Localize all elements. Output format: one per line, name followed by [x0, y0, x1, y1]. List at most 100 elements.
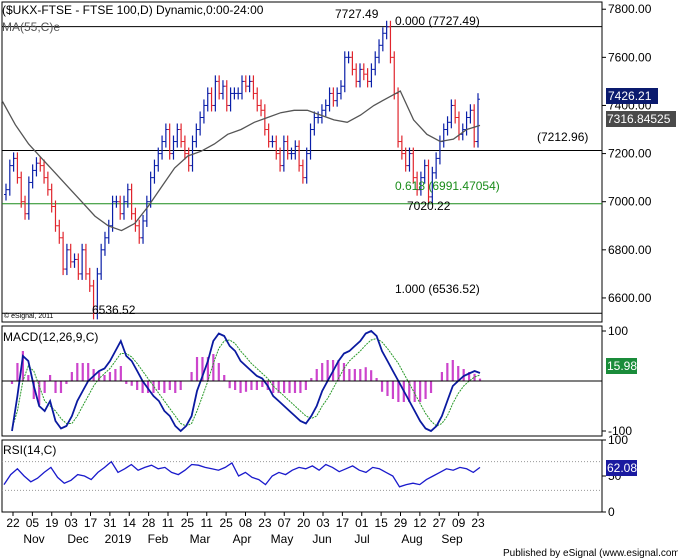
price-bar: [190, 135, 195, 172]
price-bar: [129, 183, 134, 220]
rsi-axis-ticks: 100500: [2, 433, 628, 519]
price-bar: [323, 99, 328, 117]
level-label-3: 1.000 (6536.52): [395, 282, 480, 296]
month-label: Jun: [312, 532, 331, 546]
level-label-1: (7212.96): [537, 130, 588, 144]
price-bar: [289, 147, 294, 160]
price-bar: [278, 147, 283, 172]
price-bar: [179, 123, 184, 148]
x-tick-label: 23: [471, 516, 485, 530]
price-bar: [434, 152, 439, 179]
price-bar: [80, 243, 85, 280]
price-bar: [247, 75, 252, 93]
price-tick-label: 6800.00: [608, 243, 652, 257]
level-label-2: 0.618 (6991.47054): [395, 179, 500, 193]
price-bar: [182, 135, 187, 160]
high-annotation: 7727.49: [335, 7, 379, 21]
price-bar: [175, 123, 180, 148]
rsi-label: RSI(14,C): [3, 443, 56, 457]
price-bar: [361, 63, 366, 81]
macd-signal-line: [11, 337, 481, 429]
price-bar: [87, 267, 92, 292]
month-label: Feb: [148, 532, 169, 546]
price-bar: [156, 147, 161, 172]
price-bar: [4, 183, 8, 201]
price-bar: [30, 164, 35, 189]
x-tick-label: 11: [162, 516, 175, 530]
ma-value: 7316.84525: [607, 112, 671, 126]
rsi-value-box: [606, 460, 637, 476]
month-label: Dec: [67, 532, 88, 546]
price-tick-label: 6600.00: [608, 291, 652, 305]
panel-frames: [1, 1, 603, 513]
price-bar: [64, 243, 69, 276]
price-bar: [236, 87, 241, 100]
price-axis-ticks: 7800.007600.007400.007200.007000.006800.…: [602, 2, 652, 305]
price-bar: [373, 51, 378, 76]
price-bar: [319, 104, 324, 124]
price-bar: [34, 157, 39, 177]
price-bar: [472, 104, 477, 148]
price-bar: [26, 176, 31, 220]
copyright-note: © eSignal, 2011: [4, 312, 54, 320]
price-bar: [232, 87, 237, 100]
price-bar: [403, 147, 408, 172]
price-bar: [354, 63, 359, 88]
price-bar: [380, 27, 385, 52]
price-bar: [49, 183, 54, 213]
price-bar: [415, 171, 420, 196]
x-tick-label: 28: [142, 516, 156, 530]
price-tick-label: 7800.00: [608, 2, 652, 16]
price-bar: [167, 123, 172, 160]
fib-levels: [2, 26, 602, 314]
price-bar: [201, 99, 206, 124]
macd-tick-label: -100: [608, 424, 632, 438]
price-bar: [11, 152, 16, 172]
price-bar: [335, 87, 340, 107]
price-bar: [255, 87, 260, 112]
current-price-value: 7426.21: [608, 89, 652, 103]
price-bar: [384, 20, 389, 40]
price-bar: [331, 87, 336, 107]
ma-legend: MA(55,C)e: [2, 20, 60, 34]
price-bar: [411, 147, 416, 184]
price-bars: [4, 20, 480, 320]
price-bar: [152, 159, 157, 184]
x-tick-label: 25: [219, 516, 233, 530]
macd-histogram: [10, 351, 482, 405]
price-bar: [346, 51, 351, 64]
price-bar: [122, 195, 126, 220]
price-bar: [392, 51, 397, 100]
price-bar: [106, 219, 111, 244]
price-bar: [270, 135, 275, 148]
price-bar: [445, 116, 450, 136]
month-label: Sep: [441, 532, 463, 546]
x-tick-label: 17: [336, 516, 350, 530]
price-bar: [274, 135, 279, 160]
price-bar: [76, 253, 81, 280]
price-bar: [266, 123, 271, 148]
price-bar: [194, 123, 199, 148]
x-axis-ticks: 22 05 19 03 17 31 14 28 11 25 11 25 08 23 07 20 03 17 01 15…: [6, 512, 485, 530]
month-label: 2019: [105, 532, 132, 546]
x-tick-label: 25: [181, 516, 195, 530]
price-bar: [217, 75, 222, 100]
x-tick-label: 14: [123, 516, 137, 530]
x-tick-label: 17: [84, 516, 98, 530]
price-bar: [358, 63, 362, 88]
x-tick-label: 23: [258, 516, 272, 530]
price-tick-label: 7600.00: [608, 50, 652, 64]
x-tick-label: 05: [26, 516, 40, 530]
price-bar: [476, 93, 480, 148]
price-bar: [72, 253, 77, 268]
x-tick-label: 29: [394, 516, 408, 530]
moving-average-line: [1, 90, 481, 232]
level-label-0: 0.000 (7727.49): [395, 14, 480, 28]
price-bar: [304, 147, 309, 184]
x-tick-label: 01: [355, 516, 369, 530]
x-tick-label: 09: [452, 516, 466, 530]
macd-value-box: [606, 358, 637, 374]
x-tick-label: 20: [297, 516, 311, 530]
x-tick-label: 15: [374, 516, 388, 530]
